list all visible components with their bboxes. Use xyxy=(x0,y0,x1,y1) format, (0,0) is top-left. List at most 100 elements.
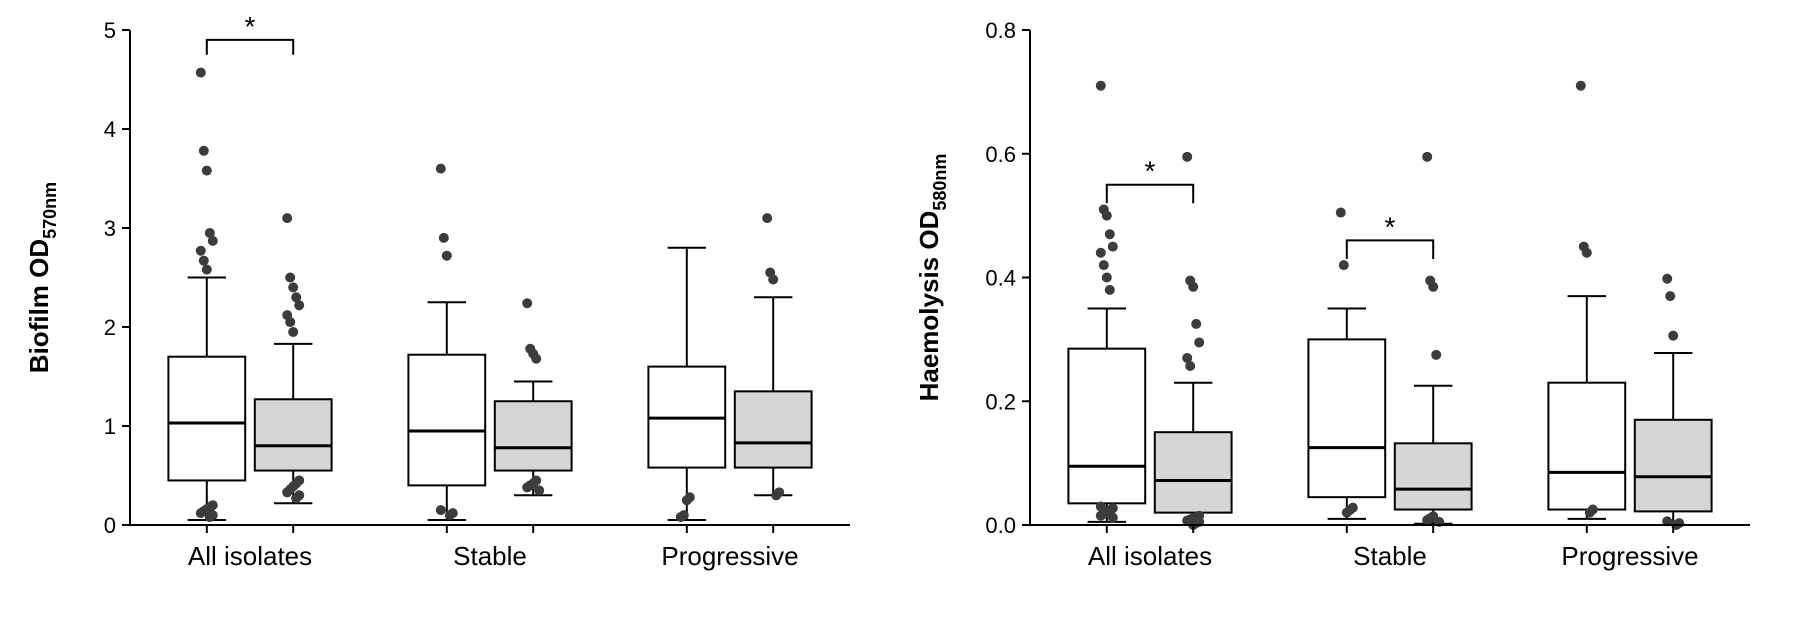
y-tick-label: 2 xyxy=(104,315,116,340)
outlier-point xyxy=(1422,152,1432,162)
outlier-point xyxy=(1191,319,1201,329)
outlier-point xyxy=(1576,81,1586,91)
outlier-point xyxy=(1428,511,1438,521)
box xyxy=(495,401,572,470)
significance-marker: * xyxy=(1145,156,1156,187)
outlier-point xyxy=(1102,273,1112,283)
outlier-point xyxy=(1096,248,1106,258)
outlier-point xyxy=(1105,285,1115,295)
outlier-point xyxy=(774,487,784,497)
outlier-point xyxy=(285,273,295,283)
outlier-point xyxy=(522,298,532,308)
outlier-point xyxy=(1194,337,1204,347)
outlier-point xyxy=(1096,501,1106,511)
box xyxy=(1308,339,1385,497)
outlier-point xyxy=(1662,274,1672,284)
outlier-point xyxy=(439,233,449,243)
y-tick-label: 4 xyxy=(104,117,116,142)
outlier-point xyxy=(1431,350,1441,360)
significance-bracket xyxy=(1107,185,1193,204)
category-label: Progressive xyxy=(661,541,798,571)
y-tick-label: 0.6 xyxy=(985,142,1016,167)
outlier-point xyxy=(1668,331,1678,341)
category-label: All isolates xyxy=(1088,541,1212,571)
y-tick-label: 0.8 xyxy=(985,18,1016,43)
outlier-point xyxy=(294,490,304,500)
significance-bracket xyxy=(207,40,293,55)
outlier-point xyxy=(202,265,212,275)
box xyxy=(1395,443,1472,509)
y-tick-label: 0 xyxy=(104,513,116,538)
outlier-point xyxy=(202,166,212,176)
box xyxy=(1548,383,1625,510)
outlier-point xyxy=(762,213,772,223)
outlier-point xyxy=(199,146,209,156)
outlier-point xyxy=(1588,505,1598,515)
outlier-point xyxy=(1102,211,1112,221)
y-axis-label: Biofilm OD570nm xyxy=(24,182,60,373)
category-label: All isolates xyxy=(188,541,312,571)
outlier-point xyxy=(1582,248,1592,258)
category-label: Stable xyxy=(1353,541,1427,571)
outlier-point xyxy=(768,274,778,284)
outlier-point xyxy=(208,236,218,246)
outlier-point xyxy=(294,475,304,485)
y-tick-label: 0.2 xyxy=(985,389,1016,414)
y-tick-label: 3 xyxy=(104,216,116,241)
outlier-point xyxy=(1428,282,1438,292)
outlier-point xyxy=(1194,511,1204,521)
category-label: Progressive xyxy=(1561,541,1698,571)
outlier-point xyxy=(288,282,298,292)
haemolysis-chart: * * 0.0 0.2 0.4 0.6 0.8 Haemolysis OD580nm All i… xyxy=(910,10,1780,604)
outlier-point xyxy=(531,475,541,485)
outlier-point xyxy=(285,317,295,327)
outlier-point xyxy=(1108,242,1118,252)
outlier-point xyxy=(685,492,695,502)
outlier-point xyxy=(1185,361,1195,371)
y-tick-label: 0.4 xyxy=(985,266,1016,291)
outlier-point xyxy=(1182,152,1192,162)
significance-marker: * xyxy=(245,11,256,42)
significance-bracket xyxy=(1347,240,1433,259)
outlier-point xyxy=(436,505,446,515)
outlier-point xyxy=(294,300,304,310)
outlier-point xyxy=(1108,503,1118,513)
significance-marker: * xyxy=(1385,211,1396,242)
haemolysis-panel: * * 0.0 0.2 0.4 0.6 0.8 Haemolysis OD580nm All i… xyxy=(910,10,1780,609)
box xyxy=(735,391,812,467)
outlier-point xyxy=(442,251,452,261)
biofilm-chart: * 0 1 2 3 4 5 Biofilm OD570nm All isolates Stable… xyxy=(20,10,870,604)
outlier-point xyxy=(196,68,206,78)
outlier-point xyxy=(1188,282,1198,292)
box xyxy=(255,399,332,470)
y-tick-label: 5 xyxy=(104,18,116,43)
y-axis-label: Haemolysis OD580nm xyxy=(914,154,950,402)
box xyxy=(408,355,485,486)
outlier-point xyxy=(679,510,689,520)
y-tick-label: 0.0 xyxy=(985,513,1016,538)
svg-text:Biofilm OD570nm: Biofilm OD570nm xyxy=(24,182,60,373)
outlier-point xyxy=(1348,503,1358,513)
outlier-point xyxy=(1665,291,1675,301)
category-label: Stable xyxy=(453,541,527,571)
outlier-point xyxy=(1674,518,1684,528)
box xyxy=(1635,420,1712,512)
outlier-point xyxy=(282,213,292,223)
outlier-point xyxy=(436,164,446,174)
y-tick-label: 1 xyxy=(104,414,116,439)
outlier-point xyxy=(1099,260,1109,270)
outlier-point xyxy=(1096,81,1106,91)
outlier-point xyxy=(1336,208,1346,218)
box xyxy=(1155,432,1232,512)
box xyxy=(1068,349,1145,504)
outlier-point xyxy=(196,246,206,256)
outlier-point xyxy=(208,500,218,510)
svg-text:Haemolysis OD580nm: Haemolysis OD580nm xyxy=(914,154,950,402)
outlier-point xyxy=(531,354,541,364)
box xyxy=(168,357,245,481)
outlier-point xyxy=(448,508,458,518)
outlier-point xyxy=(1339,260,1349,270)
outlier-point xyxy=(1105,229,1115,239)
outlier-point xyxy=(288,327,298,337)
outlier-point xyxy=(199,256,209,266)
